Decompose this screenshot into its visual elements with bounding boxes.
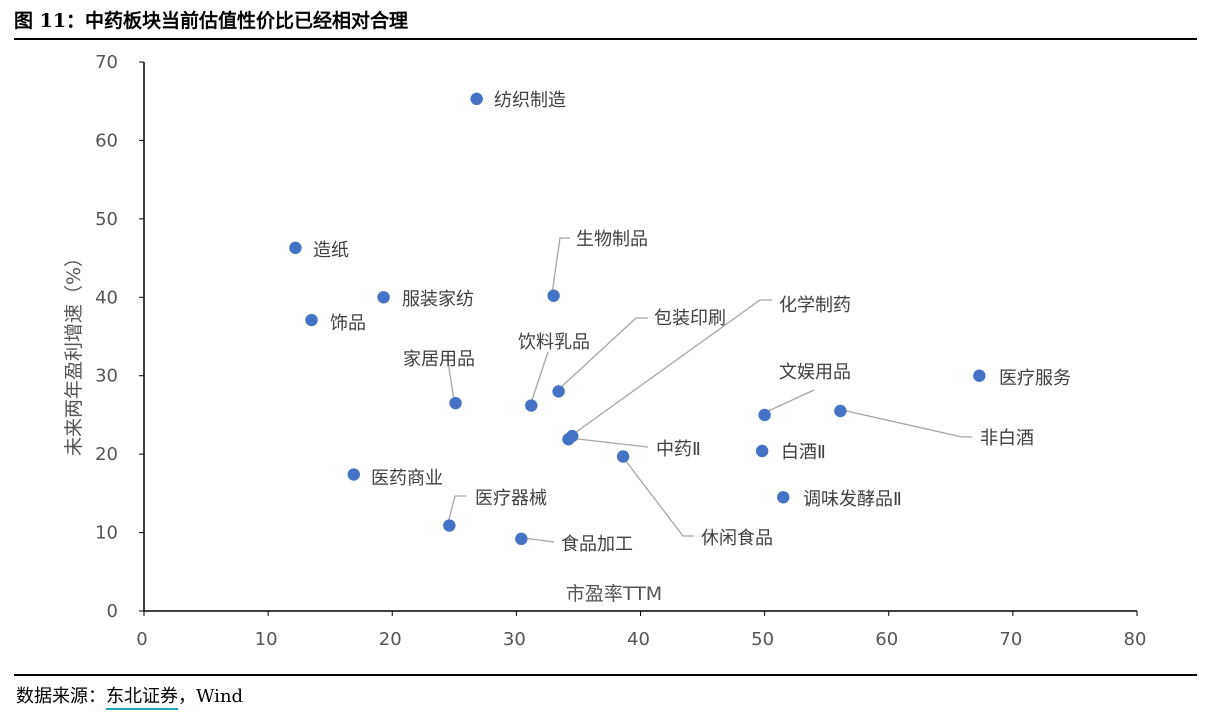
source-note: 数据来源：东北证券，Wind — [16, 682, 244, 710]
data-point — [755, 444, 769, 458]
leader-line — [621, 455, 694, 537]
data-point — [515, 532, 528, 546]
y-tick-label: 70 — [95, 52, 118, 73]
point-label: 饰品 — [330, 313, 366, 334]
data-point — [547, 289, 560, 302]
leader-line — [447, 495, 466, 524]
data-point — [347, 468, 360, 481]
data-point — [973, 369, 986, 382]
point-label: 食品加工 — [561, 534, 633, 555]
x-tick-label: 80 — [1124, 629, 1147, 650]
leader-line — [446, 354, 455, 401]
point-label: 纺织制造 — [494, 90, 566, 111]
y-axis-label: 未来两年盈利增速（%） — [63, 248, 85, 456]
leader-line — [763, 389, 815, 414]
leader-line — [571, 299, 772, 436]
source-prefix: 数据来源： — [16, 686, 106, 707]
point-label: 生物制品 — [576, 229, 648, 250]
leader-line — [558, 317, 648, 390]
point-label: 调味发酵品Ⅱ — [803, 489, 902, 510]
point-label: 饮料乳品 — [518, 332, 590, 353]
y-tick-label: 10 — [95, 523, 118, 544]
y-tick-label: 20 — [95, 444, 118, 465]
data-point — [552, 385, 565, 398]
leader-line — [530, 351, 549, 404]
leader-line — [551, 237, 570, 295]
figure-title: 图 11：中药板块当前估值性价比已经相对合理 — [14, 10, 409, 32]
x-tick-label: 20 — [379, 629, 402, 650]
x-tick-label: 60 — [875, 629, 898, 650]
point-label: 休闲食品 — [701, 528, 773, 549]
source-brand: 东北证券 — [106, 686, 178, 710]
top-rule — [14, 38, 1197, 40]
x-axis-label: 市盈率TTM — [566, 583, 662, 605]
x-tick-label: 0 — [136, 629, 147, 650]
data-point — [377, 291, 390, 304]
data-point — [562, 433, 575, 446]
scatter-chart: 0 10 20 30 40 50 60 70 0 10 20 30 40 50 60 70 80 纺织制造造纸服… — [63, 52, 1146, 650]
point-label: 白酒Ⅱ — [781, 442, 826, 463]
point-label: 服装家纺 — [402, 289, 474, 310]
point-label: 中药Ⅱ — [656, 439, 701, 460]
point-label: 医疗器械 — [475, 488, 547, 509]
x-tick-label: 40 — [627, 629, 650, 650]
data-point — [834, 404, 847, 418]
point-label: 医疗服务 — [999, 368, 1071, 389]
data-point — [470, 92, 483, 106]
data-point — [305, 313, 318, 327]
data-point — [525, 399, 538, 412]
data-points — [289, 92, 986, 546]
y-tick-label: 40 — [95, 287, 118, 308]
y-tick-label: 0 — [107, 601, 118, 622]
y-tick-label: 60 — [95, 130, 118, 151]
leader-lines — [446, 237, 972, 543]
x-tick-label: 70 — [999, 629, 1022, 650]
y-tick-label: 50 — [95, 209, 118, 230]
point-label: 文娱用品 — [779, 362, 851, 383]
axes: 0 10 20 30 40 50 60 70 0 10 20 30 40 50 60 70 80 — [95, 52, 1146, 650]
leader-line — [568, 437, 649, 448]
point-label: 化学制药 — [779, 295, 851, 316]
data-point — [616, 450, 630, 463]
data-point — [289, 241, 302, 255]
x-tick-label: 50 — [751, 629, 774, 650]
leader-line — [522, 537, 555, 543]
y-tick-label: 30 — [95, 366, 118, 387]
source-suffix: ，Wind — [178, 686, 244, 707]
point-label: 包装印刷 — [654, 308, 726, 329]
bottom-rule — [14, 674, 1197, 676]
x-tick-label: 10 — [255, 629, 278, 650]
data-point — [449, 396, 462, 410]
data-point — [758, 408, 771, 422]
leader-line — [841, 409, 972, 438]
data-point — [443, 519, 456, 532]
point-label: 非白酒 — [980, 428, 1034, 449]
point-label: 家居用品 — [403, 349, 475, 370]
x-tick-label: 30 — [503, 629, 526, 650]
point-label: 医药商业 — [371, 468, 443, 489]
data-point — [777, 491, 790, 504]
point-label: 造纸 — [313, 240, 349, 261]
